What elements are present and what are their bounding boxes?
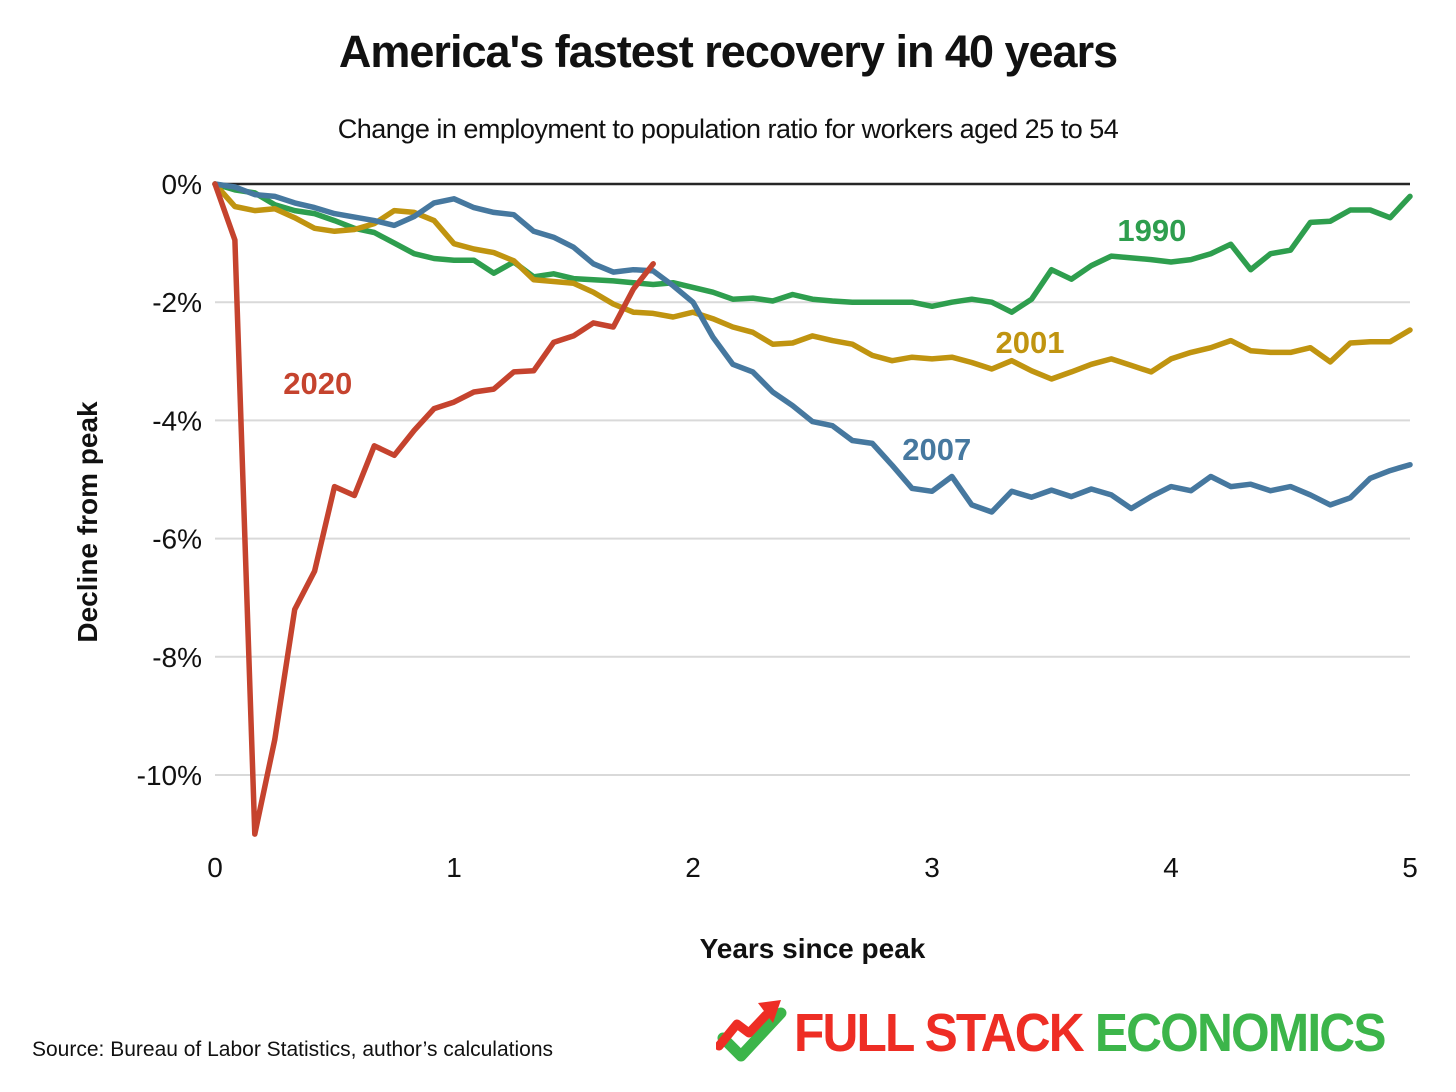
x-tick-label: 4 <box>1163 852 1179 883</box>
x-tick-label: 5 <box>1402 852 1418 883</box>
logo-part2: ECONOMICS <box>1094 1003 1387 1063</box>
series-label-2007: 2007 <box>902 432 971 467</box>
y-tick-label: -10% <box>137 760 202 791</box>
y-tick-label: -2% <box>152 287 202 318</box>
source-note: Source: Bureau of Labor Statistics, auth… <box>32 1038 554 1061</box>
logo-wordmark: FULL STACK ECONOMICS <box>793 1002 1387 1064</box>
x-tick-label: 0 <box>207 852 223 883</box>
y-tick-label: -4% <box>152 405 202 436</box>
series-line-1990 <box>212 181 1413 315</box>
series-label-1990: 1990 <box>1117 213 1186 248</box>
x-tick-label: 3 <box>924 852 940 883</box>
logo-part1: FULL STACK <box>793 1003 1085 1063</box>
chart-subtitle: Change in employment to population ratio… <box>337 114 1119 144</box>
series-line-2001 <box>212 181 1413 382</box>
x-axis-title: Years since peak <box>699 933 926 964</box>
x-tick-label: 2 <box>685 852 701 883</box>
y-tick-label: -6% <box>152 524 202 555</box>
y-tick-label: 0% <box>162 169 202 200</box>
x-tick-label: 1 <box>446 852 462 883</box>
trend-arrow-check-icon <box>715 1000 787 1062</box>
y-axis-title: Decline from peak <box>72 401 103 643</box>
series-line-2007 <box>212 181 1413 515</box>
series-line-2020 <box>212 181 656 837</box>
y-tick-label: -8% <box>152 642 202 673</box>
series-label-2020: 2020 <box>283 366 352 401</box>
full-stack-economics-logo: FULL STACK ECONOMICS <box>715 1000 1436 1066</box>
chart-title: America's fastest recovery in 40 years <box>338 26 1118 77</box>
series-label-2001: 2001 <box>996 325 1065 360</box>
